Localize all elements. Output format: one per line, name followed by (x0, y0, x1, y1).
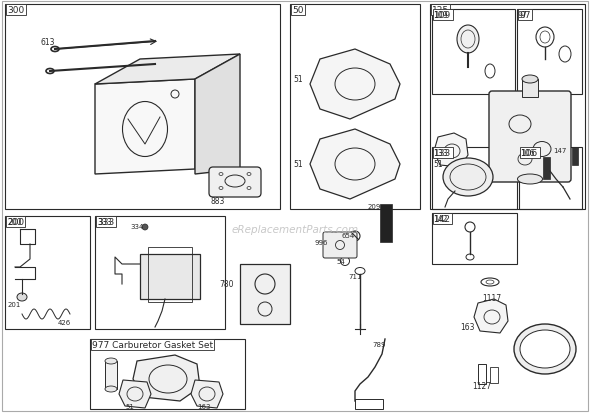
Bar (478, 364, 486, 384)
Bar (5, 5, 280, 209)
Polygon shape (195, 55, 240, 175)
Bar (148, 247, 192, 302)
Text: 333: 333 (97, 218, 112, 226)
Bar (432, 147, 517, 209)
Ellipse shape (105, 386, 117, 392)
Bar (430, 5, 585, 209)
Polygon shape (310, 130, 400, 199)
Bar (543, 158, 550, 180)
FancyBboxPatch shape (209, 168, 261, 197)
Polygon shape (119, 380, 151, 408)
Text: 163: 163 (460, 322, 474, 331)
Polygon shape (95, 80, 195, 175)
Text: 50: 50 (292, 6, 303, 15)
Bar (140, 254, 200, 299)
Text: 133: 133 (434, 149, 451, 158)
Text: 97: 97 (519, 11, 530, 20)
Text: 996: 996 (314, 240, 327, 245)
Text: 163: 163 (197, 403, 211, 409)
Text: 106: 106 (520, 149, 535, 158)
Polygon shape (95, 55, 240, 85)
Bar (490, 367, 498, 383)
Ellipse shape (105, 358, 117, 364)
Text: 97: 97 (518, 11, 527, 20)
Text: 789: 789 (372, 341, 385, 347)
Ellipse shape (514, 324, 576, 374)
Text: 200: 200 (7, 218, 24, 226)
FancyBboxPatch shape (489, 92, 571, 183)
Text: 209: 209 (368, 204, 381, 209)
Text: 51: 51 (293, 75, 303, 84)
Text: 109: 109 (433, 11, 447, 20)
Bar (522, 80, 538, 98)
Ellipse shape (457, 26, 479, 54)
Ellipse shape (17, 293, 27, 301)
Text: 334: 334 (130, 223, 143, 230)
Text: 200: 200 (7, 218, 21, 226)
Text: eReplacementParts.com: eReplacementParts.com (231, 224, 359, 235)
Text: 426: 426 (58, 319, 71, 325)
Bar (355, 399, 383, 409)
Text: 977 Carburetor Gasket Set: 977 Carburetor Gasket Set (92, 340, 213, 349)
Polygon shape (310, 50, 400, 120)
Polygon shape (191, 380, 223, 408)
Bar (432, 10, 515, 95)
Ellipse shape (517, 175, 542, 185)
Bar (95, 216, 225, 329)
Text: 133: 133 (433, 149, 447, 158)
Bar (240, 264, 290, 324)
Text: 1117: 1117 (482, 293, 501, 302)
Bar (90, 339, 245, 409)
Text: 109: 109 (434, 11, 451, 20)
Ellipse shape (443, 159, 493, 197)
Polygon shape (133, 355, 200, 401)
Ellipse shape (142, 224, 148, 230)
Text: 106: 106 (521, 149, 538, 158)
FancyBboxPatch shape (323, 233, 357, 259)
Text: 54: 54 (336, 259, 345, 264)
Text: 51: 51 (125, 403, 134, 409)
Bar (432, 214, 517, 264)
Text: 125: 125 (432, 6, 449, 15)
Ellipse shape (522, 76, 538, 84)
Text: 654: 654 (341, 233, 354, 238)
Text: 1127: 1127 (472, 381, 491, 390)
Ellipse shape (520, 330, 570, 368)
Text: 51: 51 (293, 159, 303, 169)
Text: 883: 883 (210, 197, 224, 206)
Text: 142: 142 (434, 214, 451, 223)
Bar (380, 204, 392, 242)
Text: 613: 613 (40, 38, 54, 47)
Bar (517, 10, 582, 95)
Bar (519, 147, 582, 209)
Text: 147: 147 (553, 147, 567, 154)
Text: 780: 780 (219, 279, 234, 288)
Text: 142: 142 (433, 214, 447, 223)
Text: 300: 300 (7, 6, 24, 15)
Polygon shape (434, 134, 468, 168)
Text: 201: 201 (8, 301, 21, 307)
Text: 333: 333 (97, 218, 114, 226)
Bar (290, 5, 420, 209)
Text: 711: 711 (348, 273, 362, 279)
Polygon shape (474, 299, 508, 333)
Bar (105, 361, 117, 389)
Text: 51: 51 (433, 159, 442, 169)
Bar (572, 147, 578, 166)
Bar (5, 216, 90, 329)
